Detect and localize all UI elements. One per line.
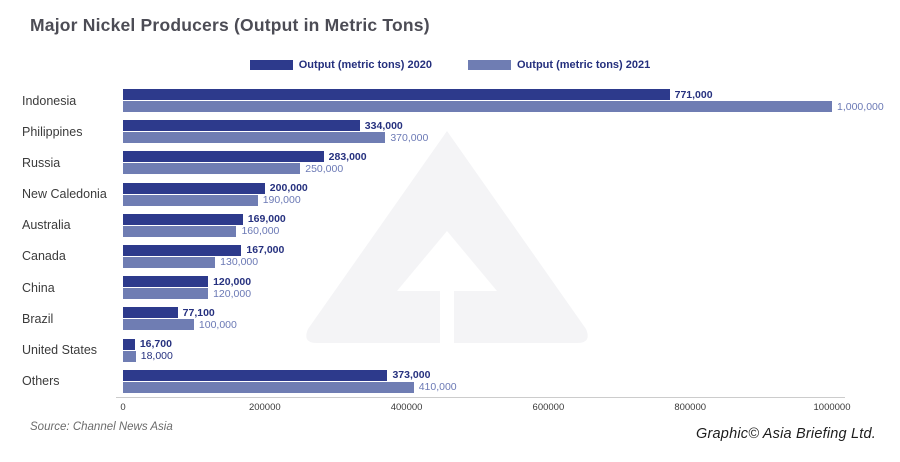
legend-item-2020: Output (metric tons) 2020 xyxy=(249,59,432,71)
value-label-2021: 120,000 xyxy=(213,287,252,300)
category-label: China xyxy=(22,280,55,295)
bar-group: 200,000 190,000 xyxy=(123,182,832,206)
bar-2020: 16,700 xyxy=(123,338,172,350)
bar-group: 120,000 120,000 xyxy=(123,276,832,300)
x-axis-tick-label: 600000 xyxy=(532,402,565,413)
bar-chart-plot: Indonesia 771,000 1,000,000 Philippines 334,… xyxy=(0,89,900,401)
chart-row: Canada 167,000 130,000 xyxy=(0,244,900,268)
chart-row: United States 16,700 18,000 xyxy=(0,338,900,362)
value-label-2021: 130,000 xyxy=(220,256,259,269)
bar-2020: 77,100 xyxy=(123,307,215,319)
value-label-2021: 410,000 xyxy=(418,380,457,393)
chart-title: Major Nickel Producers (Output in Metric… xyxy=(30,15,430,35)
bar-group: 167,000 130,000 xyxy=(123,244,832,268)
value-label-2020: 334,000 xyxy=(364,119,403,132)
value-label-2020: 200,000 xyxy=(269,181,308,194)
x-axis-tick-label: 0 xyxy=(120,402,126,413)
category-label: Brazil xyxy=(22,311,54,326)
x-axis-tick-label: 400000 xyxy=(390,402,423,413)
bar-group: 334,000 370,000 xyxy=(123,120,832,144)
value-label-2021: 160,000 xyxy=(241,225,280,237)
bar-2021: 370,000 xyxy=(123,132,428,144)
value-label-2020: 77,100 xyxy=(182,306,215,319)
bar-2020: 334,000 xyxy=(123,120,403,132)
value-label-2020: 16,700 xyxy=(139,337,172,350)
bar-2020: 200,000 xyxy=(123,182,308,194)
value-label-2021: 1,000,000 xyxy=(837,100,884,113)
value-label-2020: 283,000 xyxy=(328,150,367,163)
chart-row: New Caledonia 200,000 190,000 xyxy=(0,182,900,206)
category-label: New Caledonia xyxy=(22,187,107,202)
value-label-2020: 167,000 xyxy=(246,244,285,257)
bar-group: 771,000 1,000,000 xyxy=(123,89,884,112)
category-label: Indonesia xyxy=(22,93,77,108)
bar-2021: 190,000 xyxy=(123,194,301,206)
bar-group: 373,000 410,000 xyxy=(123,369,832,393)
x-axis-tick-label: 1000000 xyxy=(813,402,851,413)
chart-row: Indonesia 771,000 1,000,000 xyxy=(0,89,900,112)
bar-group: 169,000 160,000 xyxy=(123,213,832,237)
bar-2021: 1,000,000 xyxy=(123,101,884,112)
x-axis-tick-label: 800000 xyxy=(674,402,707,413)
bar-group: 16,700 18,000 xyxy=(123,338,832,362)
legend: Output (metric tons) 2020 Output (metric… xyxy=(0,59,900,71)
value-label-2020: 169,000 xyxy=(247,213,286,225)
bar-2021: 410,000 xyxy=(123,381,457,393)
value-label-2021: 190,000 xyxy=(262,193,301,206)
category-label: Canada xyxy=(22,249,66,264)
value-label-2021: 18,000 xyxy=(140,349,173,362)
x-axis-line xyxy=(116,397,845,398)
bar-2020: 120,000 xyxy=(123,276,251,288)
bar-2020: 771,000 xyxy=(123,89,713,100)
category-label: Russia xyxy=(22,155,61,170)
chart-row: Russia 283,000 250,000 xyxy=(0,151,900,175)
chart-row: Australia 169,000 160,000 xyxy=(0,213,900,237)
value-label-2021: 250,000 xyxy=(305,162,344,175)
chart-row: Brazil 77,100 100,000 xyxy=(0,307,900,331)
category-label: Australia xyxy=(22,218,71,233)
category-label: Others xyxy=(22,374,60,389)
bar-2021: 18,000 xyxy=(123,350,173,362)
bar-group: 77,100 100,000 xyxy=(123,307,832,331)
x-axis-tick-label: 200000 xyxy=(248,402,281,413)
chart-row: China 120,000 120,000 xyxy=(0,276,900,300)
value-label-2021: 100,000 xyxy=(198,318,237,331)
value-label-2021: 370,000 xyxy=(390,131,429,144)
bar-2021: 120,000 xyxy=(123,288,251,300)
x-axis-ticks: 0 200000 400000 600000 800000 1000000 xyxy=(120,402,850,414)
bar-2021: 250,000 xyxy=(123,163,343,175)
legend-item-2021: Output (metric tons) 2021 xyxy=(468,59,650,71)
graphic-credit: Graphic© Asia Briefing Ltd. xyxy=(696,426,876,442)
legend-label-2020: Output (metric tons) 2020 xyxy=(298,59,432,71)
bar-2020: 373,000 xyxy=(123,369,430,381)
source-note: Source: Channel News Asia xyxy=(30,421,173,433)
bar-2020: 169,000 xyxy=(123,213,286,225)
bar-2021: 100,000 xyxy=(123,319,237,331)
value-label-2020: 373,000 xyxy=(392,368,431,381)
bar-2021: 160,000 xyxy=(123,225,279,237)
legend-swatch-2020 xyxy=(249,60,293,70)
chart-row: Philippines 334,000 370,000 xyxy=(0,120,900,144)
legend-swatch-2021 xyxy=(468,60,511,70)
bar-2021: 130,000 xyxy=(123,256,258,268)
category-label: United States xyxy=(22,343,98,357)
bar-group: 283,000 250,000 xyxy=(123,151,832,175)
legend-label-2021: Output (metric tons) 2021 xyxy=(517,59,651,71)
value-label-2020: 771,000 xyxy=(674,88,713,101)
chart-row: Others 373,000 410,000 xyxy=(0,369,900,393)
value-label-2020: 120,000 xyxy=(213,275,252,288)
bar-2020: 283,000 xyxy=(123,151,367,163)
category-label: Philippines xyxy=(22,124,83,139)
bar-2020: 167,000 xyxy=(123,244,284,256)
